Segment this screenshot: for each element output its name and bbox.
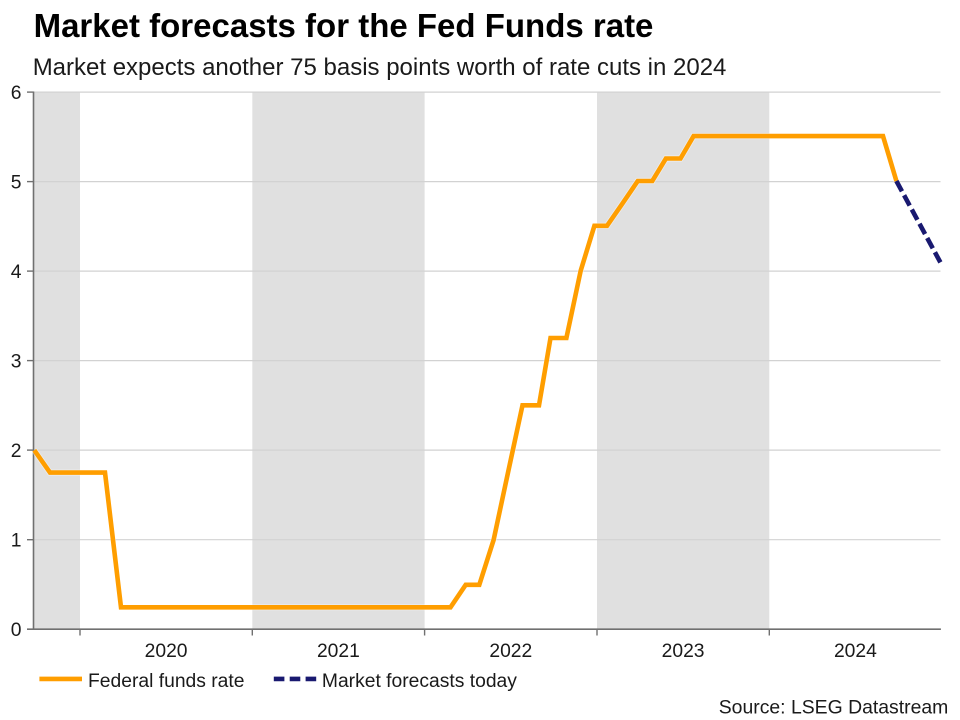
svg-text:Market expects another 75 basi: Market expects another 75 basis points w… [33, 54, 727, 81]
svg-text:6: 6 [11, 83, 22, 104]
svg-text:4: 4 [11, 262, 22, 283]
svg-text:2024: 2024 [834, 641, 877, 662]
svg-text:Federal funds rate: Federal funds rate [88, 671, 244, 692]
svg-text:5: 5 [11, 173, 22, 194]
svg-text:Market forecasts for the Fed F: Market forecasts for the Fed Funds rate [34, 7, 654, 44]
svg-text:2023: 2023 [662, 641, 705, 662]
svg-text:3: 3 [11, 352, 22, 373]
svg-text:0: 0 [11, 620, 22, 641]
svg-text:2022: 2022 [489, 641, 532, 662]
svg-text:2: 2 [11, 441, 22, 462]
svg-text:2021: 2021 [317, 641, 360, 662]
svg-text:Source: LSEG Datastream: Source: LSEG Datastream [719, 697, 949, 719]
svg-text:1: 1 [11, 531, 22, 552]
svg-text:2020: 2020 [145, 641, 188, 662]
svg-text:Market forecasts today: Market forecasts today [322, 671, 517, 692]
